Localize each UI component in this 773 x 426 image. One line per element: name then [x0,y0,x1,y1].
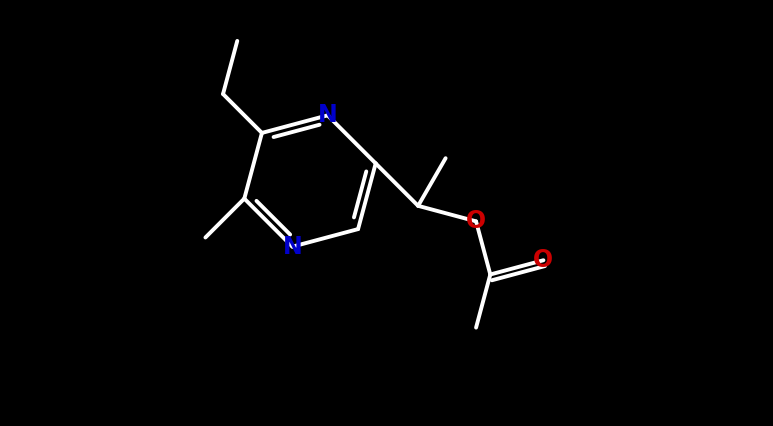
Text: O: O [466,209,486,233]
Text: O: O [533,248,553,272]
Text: N: N [282,235,302,259]
Text: N: N [318,104,338,127]
